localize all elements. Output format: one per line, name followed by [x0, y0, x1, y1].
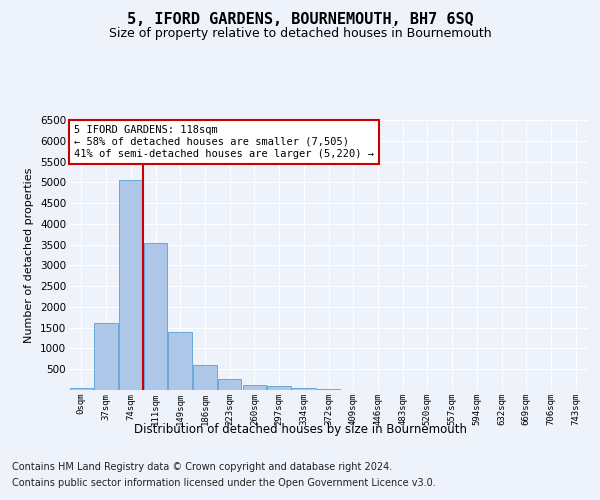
Y-axis label: Number of detached properties: Number of detached properties	[25, 168, 34, 342]
Text: Distribution of detached houses by size in Bournemouth: Distribution of detached houses by size …	[133, 422, 467, 436]
Text: Contains public sector information licensed under the Open Government Licence v3: Contains public sector information licen…	[12, 478, 436, 488]
Bar	[317, 389, 340, 390]
Bar	[242, 384, 266, 390]
Bar	[218, 378, 241, 390]
Bar	[169, 332, 192, 390]
Text: 5 IFORD GARDENS: 118sqm
← 58% of detached houses are smaller (7,505)
41% of semi: 5 IFORD GARDENS: 118sqm ← 58% of detache…	[74, 126, 374, 158]
Text: Size of property relative to detached houses in Bournemouth: Size of property relative to detached ho…	[109, 28, 491, 40]
Text: 5, IFORD GARDENS, BOURNEMOUTH, BH7 6SQ: 5, IFORD GARDENS, BOURNEMOUTH, BH7 6SQ	[127, 12, 473, 28]
Bar	[70, 388, 93, 390]
Bar	[144, 242, 167, 390]
Bar	[268, 386, 291, 390]
Bar	[193, 366, 217, 390]
Text: Contains HM Land Registry data © Crown copyright and database right 2024.: Contains HM Land Registry data © Crown c…	[12, 462, 392, 472]
Bar	[94, 322, 118, 390]
Bar	[292, 388, 316, 390]
Bar	[119, 180, 143, 390]
